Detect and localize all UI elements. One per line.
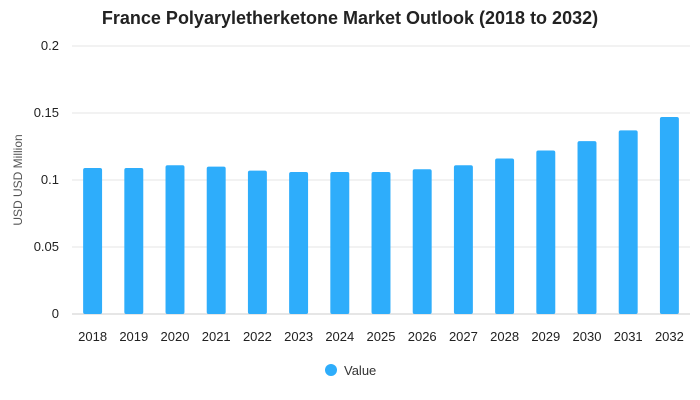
x-tick-label: 2031 (614, 329, 643, 344)
bar (289, 171, 309, 314)
x-tick-label: 2018 (78, 329, 107, 344)
bar (371, 171, 391, 314)
y-tick-label: 0 (52, 306, 59, 321)
x-tick-label: 2024 (325, 329, 354, 344)
x-tick-label: 2028 (490, 329, 519, 344)
x-tick-label: 2025 (367, 329, 396, 344)
bar (330, 171, 350, 314)
bar (577, 141, 597, 314)
bar (536, 150, 556, 314)
y-axis-title: USD USD Million (11, 134, 25, 225)
y-tick-label: 0.2 (41, 38, 59, 53)
bar (124, 167, 144, 314)
x-tick-label: 2019 (119, 329, 148, 344)
bar (659, 117, 679, 315)
x-tick-label: 2027 (449, 329, 478, 344)
x-tick-label: 2030 (573, 329, 602, 344)
bar (206, 166, 226, 314)
x-tick-label: 2026 (408, 329, 437, 344)
y-tick-label: 0.05 (34, 239, 59, 254)
x-tick-label: 2020 (161, 329, 190, 344)
y-tick-label: 0.1 (41, 172, 59, 187)
x-tick-label: 2023 (284, 329, 313, 344)
x-tick-label: 2032 (655, 329, 684, 344)
legend-marker (325, 364, 337, 376)
x-tick-label: 2029 (531, 329, 560, 344)
x-tick-label: 2021 (202, 329, 231, 344)
chart-title: France Polyaryletherketone Market Outloo… (101, 8, 599, 28)
y-tick-label: 0.15 (34, 105, 59, 120)
bar (495, 158, 515, 314)
legend-label: Value (344, 363, 376, 378)
bar (412, 169, 432, 314)
bar (453, 165, 473, 314)
x-tick-label: 2022 (243, 329, 272, 344)
bar (165, 165, 185, 314)
bar (83, 167, 103, 314)
bar (618, 130, 638, 314)
bar (247, 170, 267, 314)
